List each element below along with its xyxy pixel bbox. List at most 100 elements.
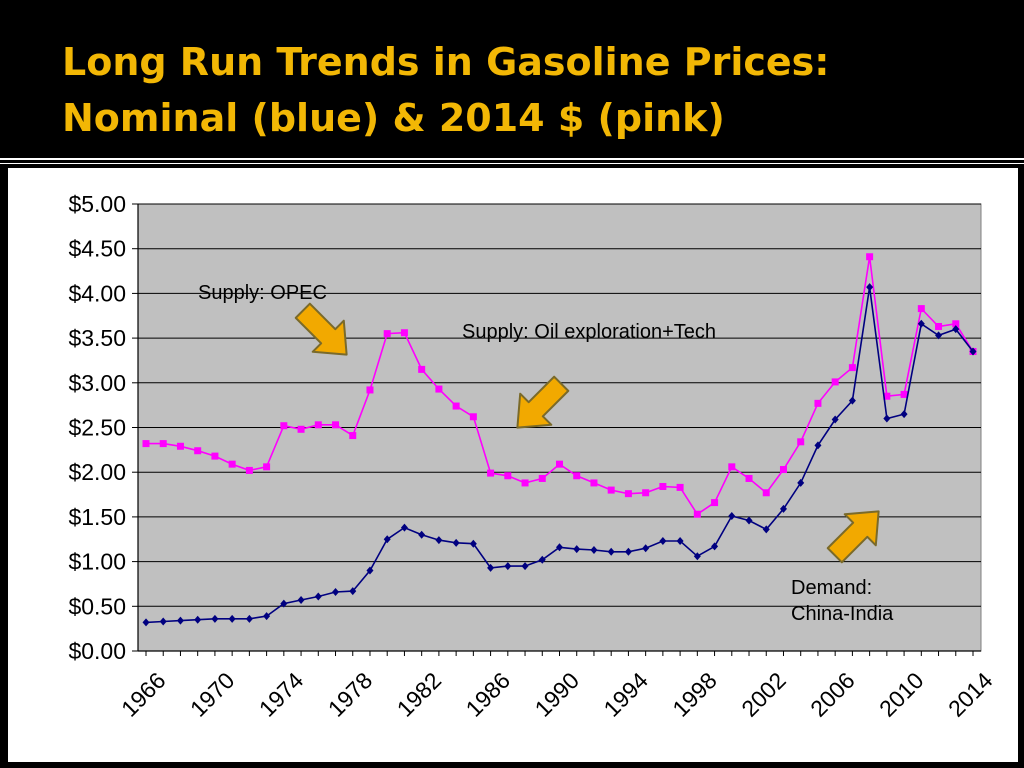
data-point-nominal: [194, 615, 202, 624]
data-point-real: [935, 322, 943, 330]
annotation-labels: Supply: OPEC Supply: Oil exploration+Tech…: [198, 282, 894, 625]
data-point-real: [607, 486, 615, 494]
y-tick-label: $5.00: [68, 191, 126, 217]
data-point-real: [383, 330, 391, 338]
annotation-line: China-India: [791, 603, 894, 625]
y-tick-label: $3.00: [68, 370, 126, 396]
data-point-nominal: [573, 545, 581, 554]
data-point-real: [866, 253, 874, 261]
title-divider: [0, 158, 1024, 160]
chart-frame: $0.00 $0.50 $1.00 $1.50 $2.00 $2.50 $3.00 $3.50…: [8, 168, 1018, 762]
data-point-real: [418, 365, 426, 373]
data-point-nominal: [280, 599, 288, 608]
data-point-nominal: [676, 537, 684, 546]
data-point-nominal: [487, 563, 495, 572]
x-tick-label: 2002: [736, 667, 791, 722]
y-tick-label: $3.50: [68, 325, 126, 351]
data-point-nominal: [400, 523, 408, 532]
data-point-real: [400, 329, 408, 337]
data-point-nominal: [538, 555, 546, 564]
data-point-nominal: [383, 535, 391, 544]
data-point-nominal: [469, 539, 477, 548]
annotation-oil: Supply: Oil exploration+Tech: [462, 321, 716, 343]
data-point-nominal: [176, 616, 184, 625]
data-point-real: [556, 460, 563, 468]
x-tick-label: 1982: [392, 667, 447, 722]
data-point-nominal: [314, 592, 322, 601]
data-point-real: [142, 440, 150, 448]
data-point-real: [917, 305, 925, 313]
x-tick-labels: 1966 1970 1974 1978 1982 1986 1990 1994 1998 2002…: [116, 667, 998, 722]
arrow-down-left-icon: [516, 375, 570, 429]
data-point-real: [831, 378, 839, 386]
data-point-real: [883, 392, 891, 400]
data-point-nominal: [883, 414, 891, 423]
arrow-up-right-icon: [826, 510, 880, 564]
data-point-nominal: [349, 587, 357, 596]
data-point-real: [280, 422, 288, 430]
data-point-real: [676, 483, 684, 491]
gasoline-price-chart: $0.00 $0.50 $1.00 $1.50 $2.00 $2.50 $3.00 $3.50…: [68, 191, 998, 722]
data-point-real: [263, 463, 271, 471]
data-point-nominal: [745, 516, 753, 525]
y-tick-label: $0.00: [68, 638, 126, 664]
data-point-real: [194, 447, 202, 455]
data-point-nominal: [624, 547, 632, 556]
x-tick-label: 2014: [943, 667, 998, 722]
slide-title-line-1: Long Run Trends in Gasoline Prices:: [62, 40, 830, 84]
data-point-real: [779, 466, 787, 474]
x-tick-label: 1978: [323, 667, 378, 722]
data-point-real: [590, 479, 598, 487]
data-point-nominal: [762, 525, 770, 534]
x-tick-label: 1966: [116, 667, 171, 722]
y-tick-label: $0.50: [68, 593, 126, 619]
data-point-real: [435, 385, 443, 393]
data-point-real: [487, 469, 495, 477]
x-tick-label: 1998: [667, 667, 722, 722]
annotation-line: Supply: Oil exploration+Tech: [462, 321, 716, 343]
data-point-nominal: [917, 319, 925, 328]
data-point-real: [521, 479, 529, 487]
data-point-real: [297, 425, 305, 433]
y-tick-labels: $0.00 $0.50 $1.00 $1.50 $2.00 $2.50 $3.00 $3.50…: [68, 191, 126, 664]
data-point-nominal: [779, 504, 787, 513]
data-point-real: [745, 474, 753, 482]
data-point-nominal: [952, 325, 960, 334]
annotation-arrows: [294, 302, 880, 564]
y-tick-label: $4.50: [68, 236, 126, 262]
data-point-real: [176, 442, 184, 450]
data-point-real: [314, 421, 322, 429]
data-point-nominal: [263, 612, 271, 621]
data-point-nominal: [452, 538, 460, 547]
x-tick-label: 1970: [185, 667, 240, 722]
data-point-real: [642, 489, 650, 497]
data-point-nominal: [797, 478, 805, 487]
data-point-nominal: [848, 396, 856, 405]
data-point-real: [693, 510, 701, 518]
data-point-real: [900, 390, 908, 398]
data-point-real: [366, 386, 374, 394]
data-point-real: [848, 364, 856, 372]
data-point-real: [332, 421, 340, 429]
data-point-nominal: [814, 441, 822, 450]
annotation-line: Demand:: [791, 577, 872, 599]
data-point-real: [762, 489, 770, 497]
data-point-real: [245, 466, 253, 474]
data-point-nominal: [245, 614, 253, 623]
data-point-real: [228, 460, 236, 468]
data-point-nominal: [159, 617, 167, 626]
series-layer: [142, 253, 977, 627]
y-tick-label: $2.50: [68, 415, 126, 441]
data-point-nominal: [866, 283, 874, 292]
data-point-nominal: [590, 545, 598, 554]
x-tick-label: 1994: [598, 667, 653, 722]
data-point-real: [573, 472, 581, 480]
data-point-nominal: [728, 512, 736, 521]
data-point-real: [952, 320, 960, 328]
data-point-nominal: [228, 614, 236, 623]
title-divider-thin: [0, 163, 1024, 164]
data-point-real: [538, 474, 546, 482]
annotation-line: Supply: OPEC: [198, 282, 327, 304]
x-tick-label: 2006: [805, 667, 860, 722]
slide-title-line-2: Nominal (blue) & 2014 $ (pink): [62, 96, 725, 140]
